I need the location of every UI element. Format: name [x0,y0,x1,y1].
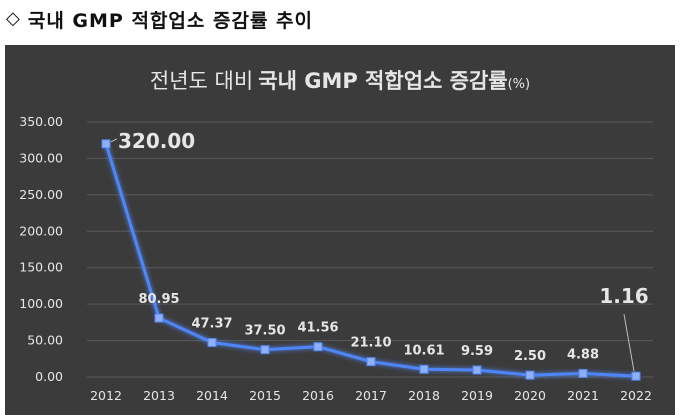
data-point [366,357,376,367]
data-label: 1.16 [599,284,648,308]
page-header: ◇ 국내 GMP 적합업소 증감률 추이 [6,2,313,36]
page-heading: 국내 GMP 적합업소 증감률 추이 [27,9,314,32]
x-tick-label: 2018 [408,388,440,403]
y-tick-label: 250.00 [19,187,63,202]
data-label: 320.00 [118,129,195,153]
x-tick-label: 2015 [249,388,281,403]
data-label: 80.95 [138,292,179,307]
chart-panel: 전년도 대비 국내 GMP 적합업소 증감률(%) 0.00 50.00 100.0… [5,45,675,415]
x-tick-label: 2020 [514,388,546,403]
data-label: 10.61 [403,343,444,358]
y-tick-label: 100.00 [19,296,63,311]
data-point [631,371,641,381]
data-point [260,345,270,355]
chart-title-unit: (%) [507,77,531,92]
leader-line [110,138,118,143]
data-point [472,365,482,375]
data-label: 21.10 [350,336,391,351]
x-tick-label: 2016 [302,388,334,403]
x-tick-label: 2013 [143,388,175,403]
y-tick-label: 50.00 [27,333,63,348]
x-tick-label: 2019 [461,388,493,403]
y-tick-label: 200.00 [19,223,63,238]
y-tick-label: 150.00 [19,260,63,275]
y-tick-label: 350.00 [19,114,63,129]
x-tick-label: 2012 [90,388,122,403]
data-label: 37.50 [244,324,285,339]
data-point [313,342,323,352]
x-tick-label: 2021 [567,388,599,403]
leader-line [623,314,635,372]
y-tick-label: 0.00 [35,369,63,384]
data-point [525,370,535,380]
data-point [154,313,164,323]
chart-title-prefix: 전년도 대비 [149,69,254,93]
chart-title-bold: 국내 GMP 적합업소 증감률 [258,69,508,93]
data-point [207,337,217,347]
data-label: 2.50 [514,349,546,364]
chart-title: 전년도 대비 국내 GMP 적합업소 증감률(%) [5,65,675,95]
data-label: 41.56 [297,321,338,336]
x-tick-label: 2014 [196,388,228,403]
data-point [419,364,429,374]
x-tick-label: 2022 [620,388,652,403]
data-label: 9.59 [461,344,493,359]
x-tick-label: 2017 [355,388,387,403]
data-label: 4.88 [567,347,599,362]
y-tick-label: 300.00 [19,150,63,165]
data-point [578,368,588,378]
data-label: 47.37 [191,316,232,331]
diamond-outline-icon: ◇ [6,8,20,29]
data-point [101,139,111,149]
line-chart: 0.00 50.00 100.00 150.00 200.00 250.00 300.00 3… [19,114,653,403]
